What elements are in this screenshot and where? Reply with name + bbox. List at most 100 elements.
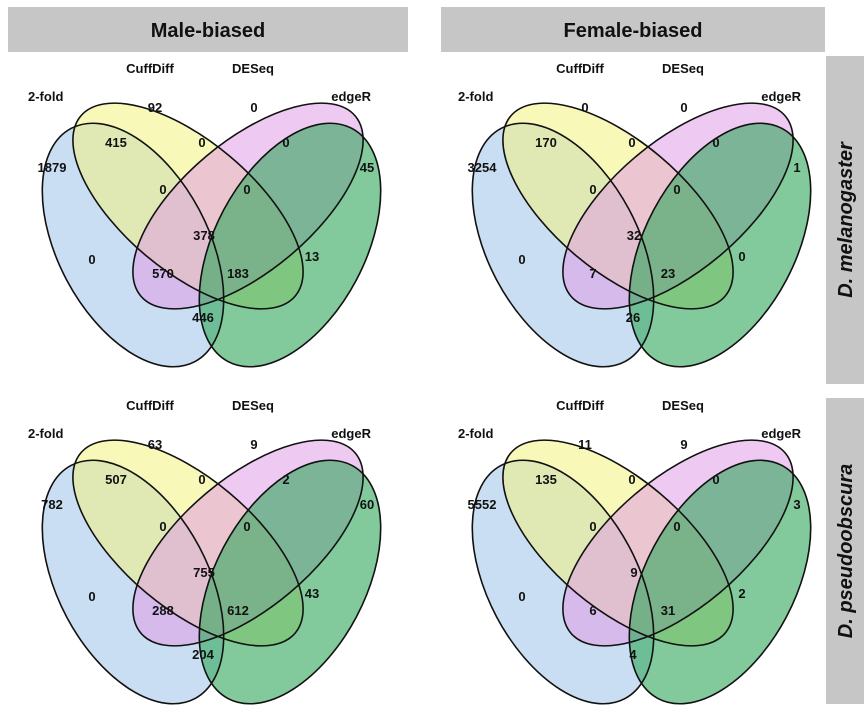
ellipse-outline-d <box>198 122 382 368</box>
ellipse-outline-b <box>72 439 304 647</box>
count-acd: 288 <box>152 603 174 618</box>
header-female-bg <box>441 7 825 52</box>
count-b-only: 0 <box>581 100 588 115</box>
ellipse-outline-b <box>72 102 304 310</box>
count-ad: 446 <box>192 310 214 325</box>
ellipse-outline-a <box>41 459 225 705</box>
count-ac: 0 <box>518 252 525 267</box>
count-cd: 0 <box>712 472 719 487</box>
count-acd: 7 <box>589 266 596 281</box>
venn-female-melanogaster: 2-fold CuffDiff DESeq edgeR 3254 0 0 1 170 0 0 0 0 0 0… <box>458 61 812 368</box>
count-c-only: 0 <box>680 100 687 115</box>
count-abd: 31 <box>661 603 675 618</box>
count-b-only: 63 <box>148 437 162 452</box>
count-abcd: 9 <box>630 565 637 580</box>
side-melanogaster-bg <box>826 56 864 384</box>
set-label-a: 2-fold <box>28 89 63 104</box>
set-label-d: edgeR <box>331 426 371 441</box>
count-acd: 570 <box>152 266 174 281</box>
set-label-b: CuffDiff <box>556 398 604 413</box>
ellipse-fill-d <box>629 460 811 704</box>
ellipse-outline-b <box>502 439 734 647</box>
count-bd: 2 <box>738 586 745 601</box>
count-bcd: 0 <box>673 182 680 197</box>
count-c-only: 9 <box>680 437 687 452</box>
count-bd: 13 <box>305 249 319 264</box>
count-c-only: 9 <box>250 437 257 452</box>
count-abcd: 378 <box>193 228 215 243</box>
set-label-d: edgeR <box>761 89 801 104</box>
set-label-b: CuffDiff <box>126 398 174 413</box>
ellipse-fill-d <box>199 460 381 704</box>
set-label-d: edgeR <box>331 89 371 104</box>
ellipse-outline-c <box>562 439 794 647</box>
count-abc: 0 <box>159 519 166 534</box>
count-bc: 0 <box>628 472 635 487</box>
count-acd: 6 <box>589 603 596 618</box>
count-abd: 612 <box>227 603 249 618</box>
set-label-c: DESeq <box>662 398 704 413</box>
count-bd: 0 <box>738 249 745 264</box>
count-d-only: 45 <box>360 160 374 175</box>
venn-male-pseudoobscura: 2-fold CuffDiff DESeq edgeR 782 63 9 60 507 0 2 0 0 0… <box>28 398 382 705</box>
count-abcd: 755 <box>193 565 215 580</box>
count-abc: 0 <box>589 519 596 534</box>
count-abd: 23 <box>661 266 675 281</box>
count-bd: 43 <box>305 586 319 601</box>
count-bcd: 0 <box>243 519 250 534</box>
venn-male-melanogaster: 2-fold CuffDiff DESeq edgeR 1879 92 0 45 415 0 0 0 0… <box>28 61 382 368</box>
count-c-only: 0 <box>250 100 257 115</box>
count-d-only: 60 <box>360 497 374 512</box>
set-label-a: 2-fold <box>28 426 63 441</box>
ellipse-outline-a <box>41 122 225 368</box>
side-label-melanogaster: D. melanogaster <box>835 141 857 298</box>
count-ab: 415 <box>105 135 127 150</box>
venn-female-pseudoobscura: 2-fold CuffDiff DESeq edgeR 5552 11 9 3 135 0 0 0 0 0… <box>458 398 812 705</box>
count-b-only: 92 <box>148 100 162 115</box>
header-male-biased: Male-biased <box>151 20 265 42</box>
count-a-only: 1879 <box>38 160 67 175</box>
count-a-only: 782 <box>41 497 63 512</box>
count-cd: 2 <box>282 472 289 487</box>
count-a-only: 5552 <box>468 497 497 512</box>
count-abc: 0 <box>589 182 596 197</box>
set-label-c: DESeq <box>232 61 274 76</box>
count-ac: 0 <box>88 252 95 267</box>
count-b-only: 11 <box>578 437 592 452</box>
count-cd: 0 <box>282 135 289 150</box>
ellipse-outline-c <box>132 439 364 647</box>
count-ad: 26 <box>626 310 640 325</box>
set-label-a: 2-fold <box>458 426 493 441</box>
ellipse-outline-c <box>562 102 794 310</box>
count-d-only: 3 <box>793 497 800 512</box>
set-label-c: DESeq <box>232 398 274 413</box>
set-label-b: CuffDiff <box>126 61 174 76</box>
count-a-only: 3254 <box>468 160 498 175</box>
side-label-pseudoobscura: D. pseudoobscura <box>835 464 857 638</box>
count-abd: 183 <box>227 266 249 281</box>
count-abc: 0 <box>159 182 166 197</box>
count-ab: 135 <box>535 472 557 487</box>
ellipse-outline-a <box>471 122 655 368</box>
set-label-b: CuffDiff <box>556 61 604 76</box>
count-ad: 204 <box>192 647 214 662</box>
ellipse-fill-d <box>199 123 381 367</box>
count-bcd: 0 <box>243 182 250 197</box>
count-ac: 0 <box>518 589 525 604</box>
side-pseudoobscura-bg <box>826 398 864 704</box>
ellipse-fill-d <box>629 123 811 367</box>
ellipse-outline-c <box>132 102 364 310</box>
header-male-bg <box>8 7 408 52</box>
count-bc: 0 <box>628 135 635 150</box>
count-ac: 0 <box>88 589 95 604</box>
ellipse-outline-a <box>471 459 655 705</box>
count-bc: 0 <box>198 135 205 150</box>
count-bc: 0 <box>198 472 205 487</box>
count-cd: 0 <box>712 135 719 150</box>
ellipse-outline-d <box>628 122 812 368</box>
count-bcd: 0 <box>673 519 680 534</box>
count-d-only: 1 <box>793 160 800 175</box>
count-abcd: 32 <box>627 228 641 243</box>
set-label-a: 2-fold <box>458 89 493 104</box>
set-label-d: edgeR <box>761 426 801 441</box>
